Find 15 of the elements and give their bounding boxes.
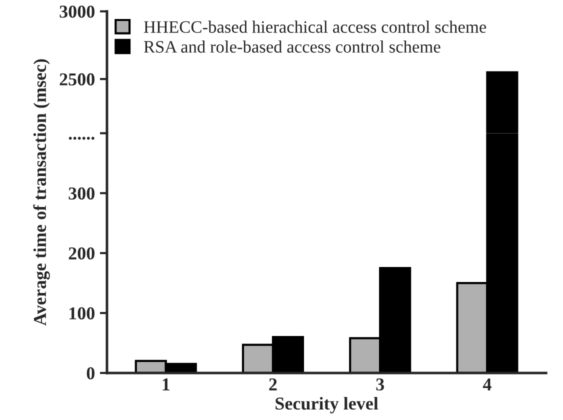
y-tick-label: 100 (70, 307, 94, 320)
x-tick-label: 2 (269, 378, 277, 390)
legend-label: RSA and role-based access control scheme (144, 40, 440, 53)
y-tick-label: 300 (68, 187, 94, 200)
x-axis-title: Security level (276, 396, 378, 414)
x-tick-label: 3 (376, 378, 384, 391)
x-tick-label: 4 (482, 378, 492, 390)
y-tick-label: 200 (68, 247, 94, 260)
legend-label: HHECC-based hierachical access control scheme (144, 20, 486, 33)
y-tick-label: ...... (68, 136, 94, 140)
y-axis-title: Average time of transaction (msec) (33, 59, 50, 326)
y-tick-label: 3000 (60, 6, 94, 18)
x-tick-label: 1 (162, 378, 170, 390)
y-tick-label: 2500 (60, 73, 94, 86)
y-tick-label: 0 (86, 367, 94, 380)
